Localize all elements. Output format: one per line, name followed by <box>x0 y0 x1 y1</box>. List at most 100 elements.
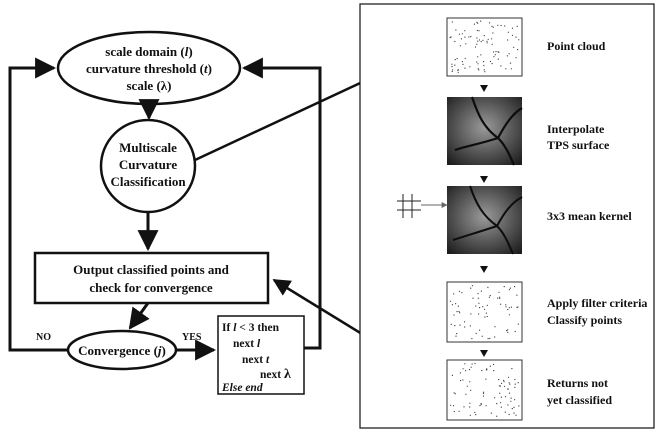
point-dot <box>480 54 482 56</box>
point-dot <box>494 326 496 328</box>
point-dot <box>499 297 501 299</box>
edge-no-loop <box>8 57 68 352</box>
point-dot <box>497 297 499 299</box>
point-dot <box>489 295 491 297</box>
point-dot <box>500 303 502 305</box>
point-dot <box>513 412 515 414</box>
point-dot <box>486 42 488 44</box>
point-dot <box>484 316 486 318</box>
point-dot <box>453 293 455 295</box>
point-dot <box>468 369 471 371</box>
point-dot <box>500 24 502 27</box>
point-dot <box>508 392 511 394</box>
point-dot <box>491 63 493 65</box>
point-dot <box>470 313 472 315</box>
tps-surface-valleys <box>454 96 523 166</box>
point-dot <box>507 31 509 33</box>
point-dot <box>457 71 459 73</box>
point-dot <box>459 312 461 314</box>
point-dot <box>468 36 470 38</box>
param-scale-domain: scale domain (l) <box>105 44 192 59</box>
output-node <box>33 251 270 305</box>
point-dot <box>514 286 516 288</box>
point-dot <box>487 286 489 288</box>
point-dot <box>479 307 481 309</box>
point-dot <box>482 306 484 308</box>
panel-step-arrows <box>480 85 488 357</box>
point-dot <box>515 36 517 38</box>
point-dot <box>461 61 463 63</box>
point-dot <box>462 368 464 370</box>
point-dot <box>470 389 472 391</box>
point-dot <box>470 287 472 289</box>
point-dot <box>464 30 466 32</box>
point-dot <box>509 287 511 289</box>
mean-kernel-image <box>447 186 522 254</box>
point-dot <box>488 296 490 298</box>
point-dot <box>481 370 483 372</box>
point-dot <box>505 304 507 306</box>
point-dot <box>464 321 466 323</box>
point-dot <box>504 411 506 413</box>
step-unclassified-label: yet classified <box>547 393 612 407</box>
point-dot <box>455 335 457 337</box>
point-dot <box>470 36 472 38</box>
point-dot <box>507 329 509 331</box>
point-dot <box>511 34 514 36</box>
point-dot <box>514 399 516 401</box>
point-dot <box>478 69 480 71</box>
point-dot <box>510 306 512 308</box>
point-dot <box>483 391 485 393</box>
point-cloud-image <box>446 17 523 77</box>
point-dot <box>474 46 477 48</box>
point-dot <box>490 412 492 414</box>
point-dot <box>477 40 479 42</box>
point-dot <box>507 39 509 41</box>
point-dot <box>454 393 456 395</box>
point-dot <box>474 362 476 365</box>
point-dot <box>476 37 478 39</box>
point-dot <box>460 379 462 382</box>
point-dot <box>453 314 455 316</box>
filtered-points-image <box>446 281 523 343</box>
point-dot <box>485 312 487 314</box>
point-dot <box>458 33 460 35</box>
point-dot <box>506 55 508 57</box>
point-dot <box>456 333 458 335</box>
point-dot <box>480 403 482 405</box>
loop-next-l: next l <box>233 338 261 350</box>
tps-surface-image <box>447 97 522 165</box>
point-dot <box>450 36 452 38</box>
point-dot <box>464 57 466 59</box>
param-curvature-threshold: curvature threshold (t) <box>86 61 212 76</box>
point-dot <box>479 329 481 331</box>
point-dot <box>498 385 500 387</box>
point-dot <box>499 296 501 298</box>
point-dot <box>507 404 509 406</box>
point-dot <box>469 414 471 416</box>
loop-next-lambda: next λ <box>260 367 291 382</box>
point-dot <box>463 406 465 408</box>
point-dot <box>508 382 510 384</box>
point-dot <box>513 406 515 408</box>
point-dot <box>494 397 496 399</box>
point-dot <box>462 379 464 381</box>
point-dot <box>497 51 499 53</box>
point-dot <box>476 43 478 45</box>
point-dot <box>500 65 502 67</box>
point-dot <box>465 370 467 372</box>
point-dot <box>458 310 460 313</box>
point-dot <box>471 338 473 340</box>
point-dot <box>509 383 511 385</box>
classification-line-1: Multiscale <box>119 140 177 155</box>
no-label: NO <box>36 332 51 343</box>
point-dot <box>477 297 479 299</box>
point-dot <box>451 66 453 68</box>
point-dot <box>449 37 451 39</box>
point-dot <box>516 294 518 296</box>
point-dot <box>503 379 505 381</box>
point-dot <box>453 410 455 413</box>
point-dot <box>457 305 459 307</box>
point-dot <box>507 308 509 311</box>
